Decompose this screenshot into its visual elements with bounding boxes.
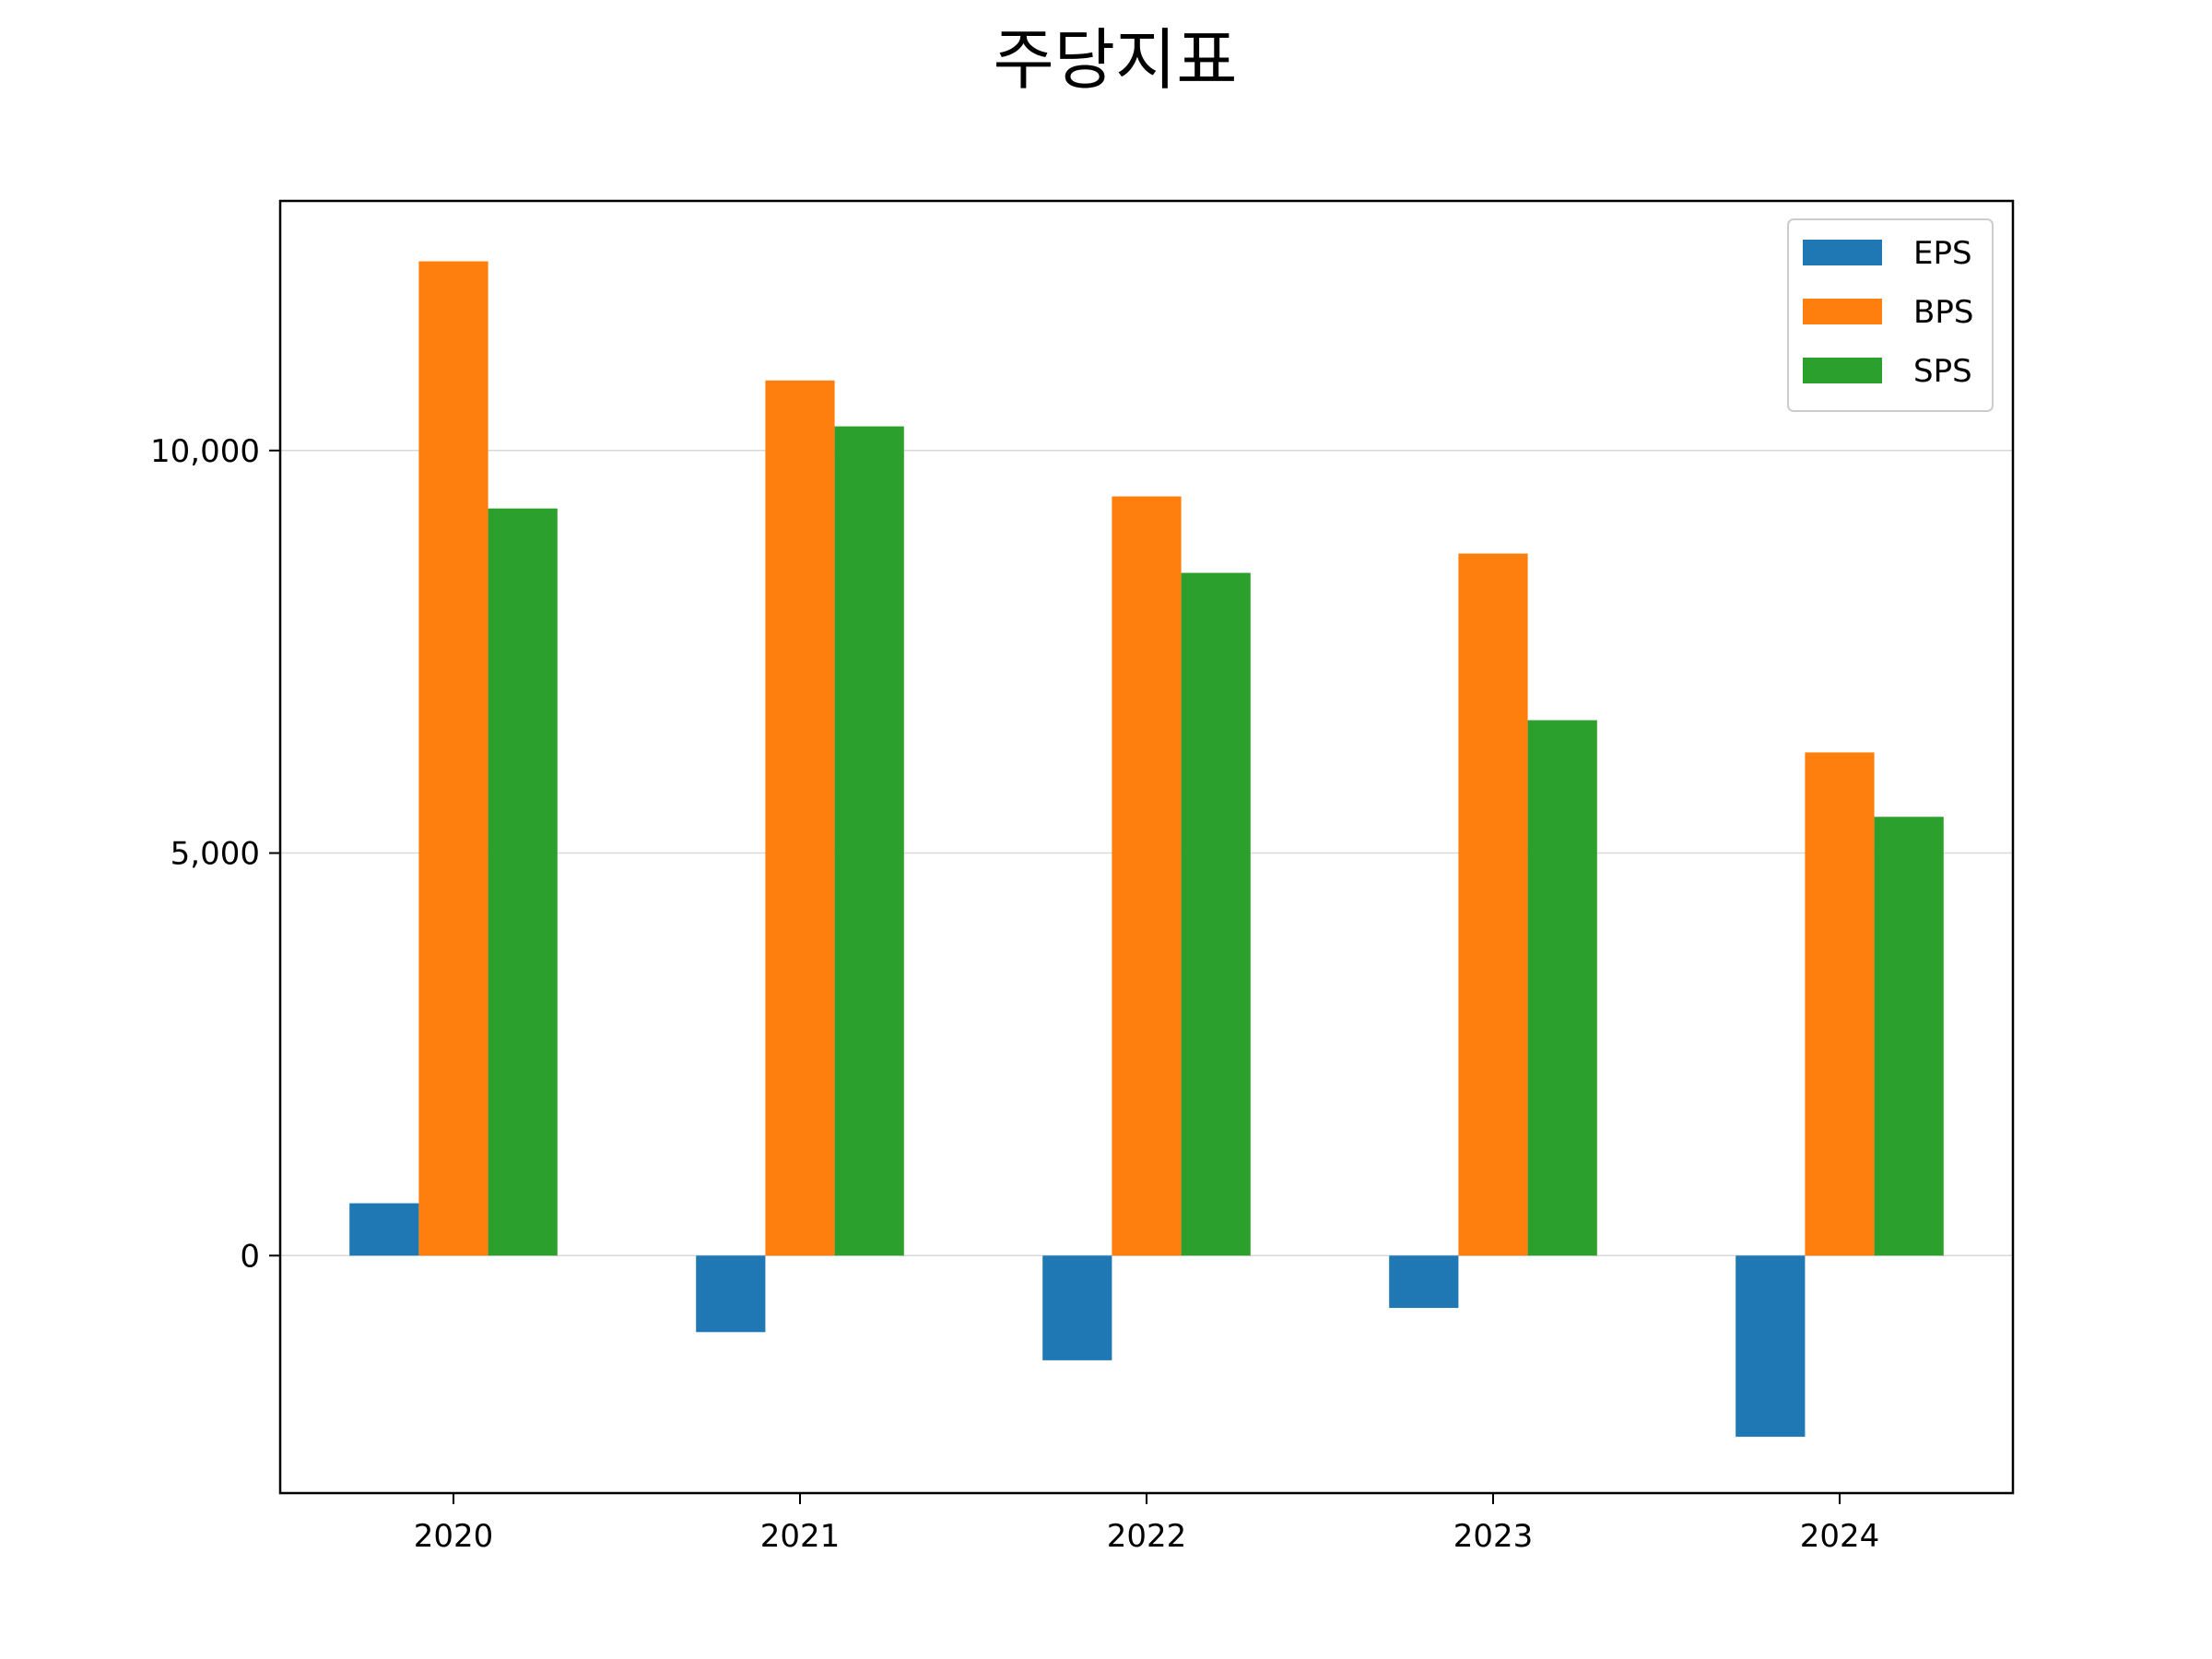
bar-eps-2021 [696,1255,766,1333]
bar-sps-2022 [1181,572,1251,1256]
legend-label-bps: BPS [1913,294,1973,331]
bars-group [349,261,1944,1437]
x-tick-label: 2024 [1800,1518,1880,1555]
x-axis: 2020 2021 2022 2023 2024 [414,1493,1880,1555]
chart-title: 주당지표 [994,21,1238,99]
legend: EPS BPS SPS [1787,218,1994,412]
bar-eps-2020 [349,1203,419,1256]
bar-bps-2023 [1458,553,1528,1256]
bar-eps-2022 [1042,1255,1112,1360]
bar-bps-2021 [765,380,835,1256]
x-tick-label: 2022 [1107,1518,1187,1555]
y-tick-label: 10,000 [150,433,260,470]
bar-sps-2023 [1527,720,1597,1256]
x-tick-label: 2023 [1453,1518,1534,1555]
bar-sps-2024 [1874,817,1944,1256]
x-tick-label: 2021 [760,1518,841,1555]
legend-swatch-sps [1803,358,1882,383]
bar-bps-2024 [1805,752,1875,1256]
legend-label-sps: SPS [1913,353,1972,390]
legend-swatch-bps [1803,299,1882,324]
legend-label-eps: EPS [1913,235,1972,272]
bar-bps-2020 [418,261,488,1256]
bar-eps-2023 [1389,1255,1459,1309]
bar-sps-2020 [488,508,558,1256]
bar-bps-2022 [1112,496,1182,1256]
bar-eps-2024 [1735,1255,1806,1437]
y-tick-label: 0 [240,1238,260,1275]
bar-sps-2021 [834,426,904,1256]
x-tick-label: 2020 [414,1518,494,1555]
y-tick-label: 5,000 [171,836,260,873]
y-axis: 0 5,000 10,000 [150,433,280,1275]
legend-swatch-eps [1803,240,1882,265]
